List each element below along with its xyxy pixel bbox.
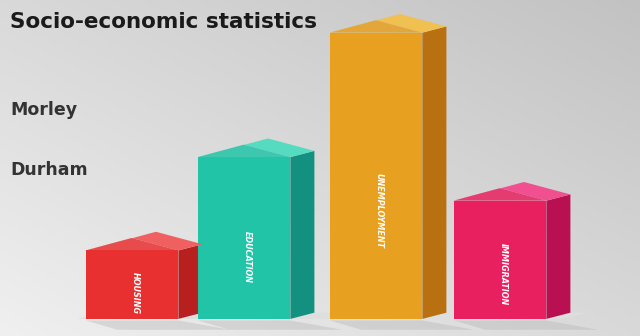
Polygon shape xyxy=(454,188,547,201)
Polygon shape xyxy=(198,157,291,319)
Polygon shape xyxy=(454,321,598,330)
Text: Morley: Morley xyxy=(10,101,77,119)
Polygon shape xyxy=(330,321,474,330)
Polygon shape xyxy=(422,27,447,319)
Polygon shape xyxy=(86,232,202,250)
Polygon shape xyxy=(454,201,547,319)
Polygon shape xyxy=(86,321,230,330)
Polygon shape xyxy=(198,145,291,157)
Polygon shape xyxy=(330,33,422,319)
Text: Durham: Durham xyxy=(10,161,88,179)
Polygon shape xyxy=(179,244,202,319)
Text: EDUCATION: EDUCATION xyxy=(243,232,252,283)
Text: HOUSING: HOUSING xyxy=(131,272,140,314)
Polygon shape xyxy=(77,313,586,319)
Polygon shape xyxy=(547,195,570,319)
Polygon shape xyxy=(198,321,342,330)
Polygon shape xyxy=(86,238,179,250)
Polygon shape xyxy=(198,138,314,157)
Polygon shape xyxy=(86,250,179,319)
Polygon shape xyxy=(330,20,422,33)
Text: UNEMPLOYMENT: UNEMPLOYMENT xyxy=(374,173,384,248)
Polygon shape xyxy=(330,14,447,33)
Polygon shape xyxy=(454,182,570,201)
Polygon shape xyxy=(291,151,314,319)
Text: Socio-economic statistics: Socio-economic statistics xyxy=(10,12,317,32)
Text: IMMIGRATION: IMMIGRATION xyxy=(499,243,508,305)
